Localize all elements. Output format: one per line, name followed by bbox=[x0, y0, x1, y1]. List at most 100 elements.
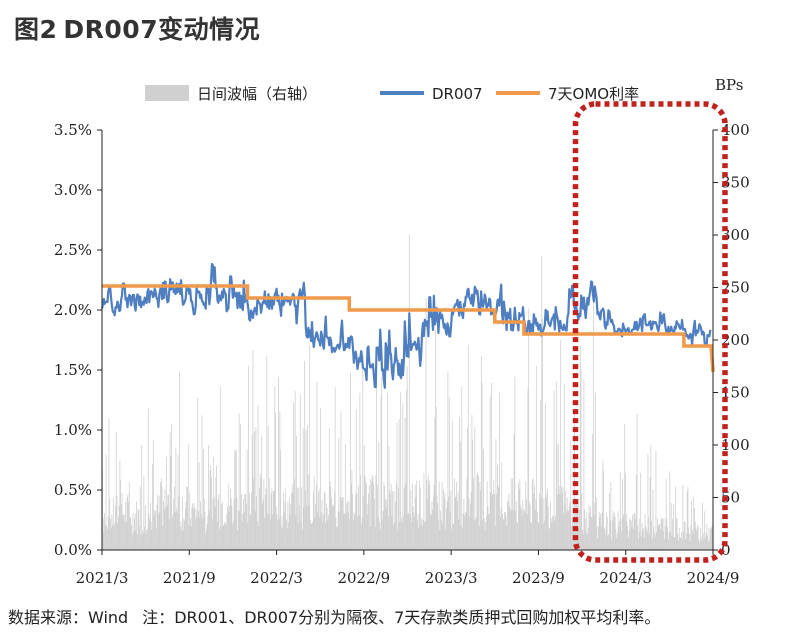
intraday-range-bar bbox=[288, 522, 290, 550]
intraday-range-bar bbox=[316, 382, 318, 550]
intraday-range-bar bbox=[131, 535, 133, 550]
intraday-range-bar bbox=[241, 520, 243, 550]
intraday-range-bar bbox=[203, 498, 205, 550]
intraday-range-bar bbox=[172, 513, 174, 550]
intraday-range-bar bbox=[451, 528, 452, 550]
intraday-range-bar bbox=[664, 525, 666, 550]
right-axis-tick-label: 150 bbox=[721, 384, 750, 402]
intraday-range-bar bbox=[209, 470, 211, 550]
intraday-range-bar bbox=[672, 518, 674, 550]
intraday-range-bar bbox=[125, 501, 127, 550]
intraday-range-bar bbox=[137, 508, 139, 550]
intraday-range-bar bbox=[313, 475, 315, 550]
intraday-range-bar bbox=[643, 537, 645, 550]
intraday-range-bar bbox=[524, 512, 526, 550]
intraday-range-bar bbox=[381, 376, 383, 550]
intraday-range-bar bbox=[627, 525, 628, 550]
intraday-range-bar bbox=[213, 457, 215, 550]
intraday-range-bar bbox=[330, 486, 332, 550]
intraday-range-bar bbox=[408, 235, 410, 550]
intraday-range-bar bbox=[273, 490, 275, 550]
intraday-range-bar bbox=[149, 519, 151, 550]
intraday-range-bar bbox=[595, 392, 596, 550]
intraday-range-bar bbox=[246, 503, 247, 550]
intraday-range-bar bbox=[594, 502, 596, 550]
intraday-range-bar bbox=[551, 522, 553, 550]
intraday-range-bar bbox=[550, 518, 552, 550]
intraday-range-bar bbox=[230, 497, 232, 550]
intraday-range-bar bbox=[655, 450, 657, 550]
intraday-range-bar bbox=[478, 476, 479, 550]
intraday-range-bar bbox=[176, 508, 177, 550]
intraday-range-bar bbox=[512, 478, 514, 550]
intraday-range-bar bbox=[455, 495, 457, 550]
intraday-range-bar bbox=[399, 521, 401, 550]
intraday-range-bar bbox=[270, 518, 271, 550]
intraday-range-bar bbox=[652, 489, 654, 550]
intraday-range-bar bbox=[460, 526, 462, 550]
intraday-range-bar bbox=[371, 481, 372, 550]
intraday-range-bar bbox=[511, 510, 513, 550]
intraday-range-bar bbox=[224, 522, 225, 550]
intraday-range-bar bbox=[334, 387, 336, 550]
intraday-range-bar bbox=[298, 487, 300, 550]
intraday-range-bar bbox=[569, 500, 571, 550]
intraday-range-bar bbox=[251, 435, 253, 550]
intraday-range-bar bbox=[297, 523, 299, 550]
intraday-range-bar bbox=[598, 512, 600, 550]
intraday-range-bar bbox=[466, 478, 468, 550]
intraday-range-bar bbox=[173, 498, 175, 550]
intraday-range-bar bbox=[337, 511, 339, 550]
intraday-range-bar bbox=[590, 506, 591, 550]
intraday-range-bar bbox=[687, 487, 689, 550]
intraday-range-bar bbox=[138, 510, 140, 550]
intraday-range-bar bbox=[578, 528, 580, 550]
intraday-range-bar bbox=[318, 491, 319, 550]
intraday-range-bar bbox=[617, 510, 619, 550]
intraday-range-bar bbox=[448, 496, 450, 550]
intraday-range-bar bbox=[430, 515, 432, 550]
intraday-range-bar bbox=[220, 526, 222, 550]
intraday-range-bar bbox=[496, 494, 498, 550]
intraday-range-bar bbox=[650, 445, 652, 550]
intraday-range-bar bbox=[615, 529, 617, 550]
intraday-range-bar bbox=[521, 515, 523, 550]
intraday-range-bar bbox=[518, 482, 519, 550]
intraday-range-bar bbox=[705, 537, 706, 550]
intraday-range-bar bbox=[707, 541, 709, 550]
intraday-range-bar bbox=[331, 506, 333, 550]
intraday-range-bar bbox=[281, 516, 283, 550]
intraday-range-bar bbox=[350, 372, 351, 550]
intraday-range-bar bbox=[237, 530, 239, 550]
intraday-range-bar bbox=[244, 494, 246, 550]
intraday-range-bar bbox=[592, 292, 594, 550]
intraday-range-bar bbox=[258, 526, 260, 550]
intraday-range-bar bbox=[490, 492, 492, 550]
intraday-range-bar bbox=[405, 483, 407, 550]
intraday-range-bar bbox=[653, 526, 655, 550]
intraday-range-bar bbox=[688, 527, 690, 550]
chart-axes: 0.0% 0.5% 1.0% 1.5% 2.0% 2.5% 3.0% 3.5% 0 50 100 15… bbox=[54, 76, 750, 587]
intraday-range-bar bbox=[619, 472, 621, 550]
intraday-range-bar bbox=[664, 539, 666, 550]
intraday-range-bar bbox=[610, 482, 612, 550]
intraday-range-bar bbox=[483, 518, 485, 550]
intraday-range-bar bbox=[180, 521, 182, 550]
intraday-range-bar bbox=[552, 517, 554, 550]
intraday-range-bar bbox=[238, 510, 239, 550]
intraday-range-bar bbox=[182, 497, 183, 550]
intraday-range-bar bbox=[489, 396, 491, 550]
intraday-range-bar bbox=[419, 487, 421, 550]
intraday-range-bar bbox=[422, 526, 423, 550]
intraday-range-bar bbox=[214, 506, 216, 550]
intraday-range-bar bbox=[218, 494, 220, 550]
intraday-range-bar bbox=[450, 491, 452, 550]
right-axis-tick-label: 250 bbox=[721, 279, 750, 297]
intraday-range-bar bbox=[517, 523, 519, 550]
intraday-range-bar bbox=[494, 526, 496, 550]
intraday-range-bar bbox=[366, 483, 367, 550]
intraday-range-bar bbox=[355, 494, 356, 550]
intraday-range-bar bbox=[501, 462, 503, 550]
highlight-annotation bbox=[572, 101, 728, 563]
intraday-range-bar bbox=[690, 525, 692, 550]
